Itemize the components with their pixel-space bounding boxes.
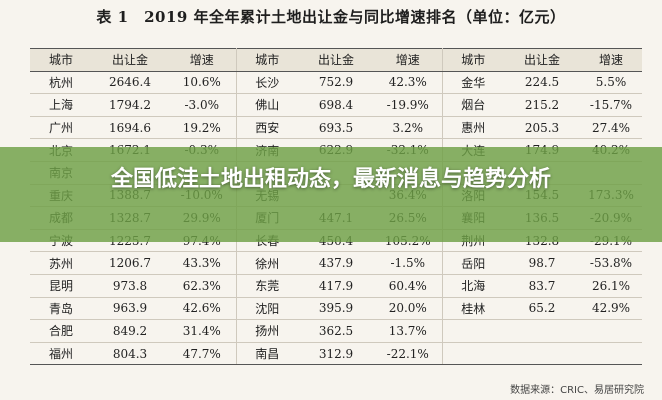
cell-growth	[580, 341, 642, 366]
data-source-note: 数据来源：CRIC、易居研究院	[510, 385, 644, 396]
table-row: 青岛 963.9 42.6% 沈阳 395.9 20.0% 桂林 65.2 42.9%	[30, 296, 642, 320]
table-header-row: 城市 出让金 增速 城市 出让金 增速 城市 出让金 增速	[30, 48, 642, 72]
article-title: 全国低洼土地出租动态，最新消息与趋势分析	[110, 167, 551, 192]
table-caption: 表 1 2019 年全年累计土地出让金与同比增速排名（单位：亿元）	[96, 8, 566, 26]
header-growth: 增速	[580, 48, 642, 72]
cell-growth: -1.5%	[374, 251, 443, 275]
cell-revenue: 1794.2	[92, 93, 168, 117]
cell-revenue: 83.7	[504, 273, 580, 298]
header-growth: 增速	[168, 48, 237, 72]
cell-growth: 42.6%	[168, 296, 237, 320]
cell-revenue	[504, 341, 580, 366]
cell-city: 北海	[442, 273, 504, 298]
cell-city: 徐州	[236, 251, 298, 275]
cell-growth: 5.5%	[580, 70, 642, 94]
cell-growth: 20.0%	[374, 296, 443, 320]
cell-city: 西安	[236, 115, 298, 139]
cell-city	[442, 341, 504, 366]
cell-city: 昆明	[30, 273, 92, 298]
cell-city: 长沙	[236, 70, 298, 94]
header-growth: 增速	[374, 48, 443, 72]
cell-growth: 43.3%	[168, 251, 237, 275]
cell-revenue: 362.5	[298, 319, 374, 343]
cell-city: 桂林	[442, 296, 504, 320]
table-row: 昆明 973.8 62.3% 东莞 417.9 60.4% 北海 83.7 26.1%	[30, 273, 642, 298]
cell-revenue: 205.3	[504, 115, 580, 139]
header-city: 城市	[30, 48, 92, 72]
header-revenue: 出让金	[298, 48, 374, 72]
cell-revenue: 2646.4	[92, 70, 168, 94]
cell-city: 佛山	[236, 93, 298, 117]
table-row: 杭州 2646.4 10.6% 长沙 752.9 42.3% 金华 224.5 5.5%	[30, 70, 642, 94]
cell-city: 福州	[30, 341, 92, 366]
table-row: 苏州 1206.7 43.3% 徐州 437.9 -1.5% 岳阳 98.7 -53.8%	[30, 251, 642, 275]
cell-revenue: 437.9	[298, 251, 374, 275]
cell-growth: 13.7%	[374, 319, 443, 343]
header-revenue: 出让金	[92, 48, 168, 72]
cell-city: 广州	[30, 115, 92, 139]
cell-growth: 27.4%	[580, 115, 642, 139]
cell-city: 青岛	[30, 296, 92, 320]
cell-growth: 3.2%	[374, 115, 443, 139]
cell-city: 金华	[442, 70, 504, 94]
cell-revenue: 1694.6	[92, 115, 168, 139]
cell-city: 东莞	[236, 273, 298, 298]
cell-growth: -22.1%	[374, 341, 443, 366]
cell-growth: 60.4%	[374, 273, 443, 298]
header-city: 城市	[236, 48, 298, 72]
cell-revenue: 804.3	[92, 341, 168, 366]
table-row: 上海 1794.2 -3.0% 佛山 698.4 -19.9% 烟台 215.2 -15.7%	[30, 93, 642, 117]
table-row: 合肥 849.2 31.4% 扬州 362.5 13.7%	[30, 319, 642, 343]
cell-growth: -53.8%	[580, 251, 642, 275]
cell-revenue: 693.5	[298, 115, 374, 139]
cell-city: 上海	[30, 93, 92, 117]
cell-city: 南昌	[236, 341, 298, 366]
cell-growth: 42.9%	[580, 296, 642, 320]
cell-growth: 19.2%	[168, 115, 237, 139]
cell-city: 合肥	[30, 319, 92, 343]
cell-revenue: 65.2	[504, 296, 580, 320]
cell-growth: 31.4%	[168, 319, 237, 343]
cell-revenue: 1206.7	[92, 251, 168, 275]
cell-growth: -15.7%	[580, 93, 642, 117]
cell-city: 杭州	[30, 70, 92, 94]
cell-city: 惠州	[442, 115, 504, 139]
table-row: 广州 1694.6 19.2% 西安 693.5 3.2% 惠州 205.3 27.4%	[30, 115, 642, 139]
cell-growth: -19.9%	[374, 93, 443, 117]
cell-revenue: 849.2	[92, 319, 168, 343]
cell-growth: 10.6%	[168, 70, 237, 94]
cell-revenue: 417.9	[298, 273, 374, 298]
cell-city: 扬州	[236, 319, 298, 343]
cell-revenue: 963.9	[92, 296, 168, 320]
cell-growth	[580, 319, 642, 343]
cell-revenue: 973.8	[92, 273, 168, 298]
cell-revenue: 752.9	[298, 70, 374, 94]
cell-revenue: 224.5	[504, 70, 580, 94]
table-row: 福州 804.3 47.7% 南昌 312.9 -22.1%	[30, 341, 642, 366]
cell-revenue: 312.9	[298, 341, 374, 366]
cell-city: 烟台	[442, 93, 504, 117]
cell-revenue: 98.7	[504, 251, 580, 275]
cell-revenue: 395.9	[298, 296, 374, 320]
cell-city: 岳阳	[442, 251, 504, 275]
cell-growth: 42.3%	[374, 70, 443, 94]
cell-growth: 62.3%	[168, 273, 237, 298]
cell-city	[442, 319, 504, 343]
header-city: 城市	[442, 48, 504, 72]
cell-growth: 47.7%	[168, 341, 237, 366]
cell-growth: 26.1%	[580, 273, 642, 298]
cell-revenue: 215.2	[504, 93, 580, 117]
cell-revenue: 698.4	[298, 93, 374, 117]
cell-growth: -3.0%	[168, 93, 237, 117]
title-banner	[0, 147, 662, 242]
cell-revenue	[504, 319, 580, 343]
cell-city: 苏州	[30, 251, 92, 275]
cell-city: 沈阳	[236, 296, 298, 320]
header-revenue: 出让金	[504, 48, 580, 72]
